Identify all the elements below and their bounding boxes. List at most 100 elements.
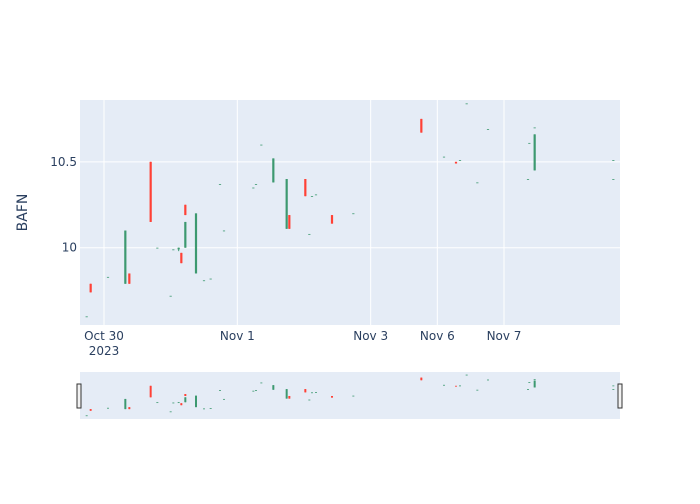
slider-candle[interactable] xyxy=(85,415,88,417)
candle[interactable] xyxy=(533,127,536,129)
slider-candle[interactable] xyxy=(612,385,615,387)
candle[interactable] xyxy=(314,194,318,196)
candle[interactable] xyxy=(612,179,615,180)
slider-candle[interactable] xyxy=(443,384,445,386)
candle[interactable] xyxy=(465,103,468,105)
candle[interactable] xyxy=(252,187,255,189)
candle[interactable] xyxy=(352,213,355,215)
slider-candle[interactable] xyxy=(255,390,257,391)
slider-candle[interactable] xyxy=(311,392,313,394)
candle[interactable] xyxy=(420,118,423,133)
slider-candle[interactable] xyxy=(476,389,479,391)
candle[interactable] xyxy=(272,158,275,183)
slider-candle[interactable] xyxy=(285,389,288,399)
candle[interactable] xyxy=(106,276,110,278)
candle[interactable] xyxy=(184,204,187,216)
candle-body xyxy=(254,184,258,185)
range-slider-left-handle[interactable] xyxy=(76,383,82,409)
slider-candle-body xyxy=(285,389,288,399)
candle[interactable] xyxy=(177,247,180,252)
candle[interactable] xyxy=(124,230,127,284)
slider-candle[interactable] xyxy=(156,402,159,404)
candle[interactable] xyxy=(89,283,92,293)
candle[interactable] xyxy=(486,129,490,130)
slider-candle[interactable] xyxy=(304,389,307,393)
slider-candle[interactable] xyxy=(352,395,355,397)
slider-candle[interactable] xyxy=(107,407,109,409)
candle[interactable] xyxy=(254,184,258,185)
slider-candle[interactable] xyxy=(260,382,263,384)
slider-candle[interactable] xyxy=(219,390,221,391)
candle[interactable] xyxy=(172,249,175,251)
candle[interactable] xyxy=(149,161,152,222)
x-tick-label: Oct 30 xyxy=(84,329,124,343)
candle[interactable] xyxy=(184,221,187,248)
slider-candle-body xyxy=(252,390,255,392)
candle[interactable] xyxy=(308,233,311,235)
candle[interactable] xyxy=(310,196,314,197)
slider-candle[interactable] xyxy=(331,395,333,398)
candle-body xyxy=(172,249,175,251)
candle[interactable] xyxy=(526,179,530,180)
slider-candle[interactable] xyxy=(455,385,457,387)
slider-candle[interactable] xyxy=(184,394,187,396)
slider-candle[interactable] xyxy=(315,392,317,393)
slider-candle[interactable] xyxy=(527,389,529,390)
slider-candle[interactable] xyxy=(124,398,127,410)
candle[interactable] xyxy=(454,161,458,164)
slider-candle[interactable] xyxy=(203,408,205,410)
slider-candle[interactable] xyxy=(180,403,183,406)
slider-candle[interactable] xyxy=(528,382,531,384)
slider-candle[interactable] xyxy=(128,407,131,410)
slider-candle[interactable] xyxy=(252,390,255,392)
range-slider-track[interactable] xyxy=(80,372,620,419)
slider-candle[interactable] xyxy=(288,395,291,399)
slider-candle[interactable] xyxy=(89,409,92,411)
candle[interactable] xyxy=(260,144,263,146)
slider-candle[interactable] xyxy=(195,395,197,408)
slider-candle-body xyxy=(304,389,307,393)
candle[interactable] xyxy=(128,273,131,284)
slider-candle[interactable] xyxy=(184,397,187,403)
slider-candle[interactable] xyxy=(612,389,615,390)
candle[interactable] xyxy=(218,184,222,185)
candle[interactable] xyxy=(194,213,198,274)
slider-candle-body xyxy=(169,411,172,413)
candle[interactable] xyxy=(612,160,615,161)
slider-candle-body xyxy=(172,402,175,404)
candle[interactable] xyxy=(458,160,462,161)
slider-candle[interactable] xyxy=(272,385,275,390)
slider-candle[interactable] xyxy=(308,399,311,401)
candle[interactable] xyxy=(304,179,307,197)
slider-candle[interactable] xyxy=(223,398,225,400)
slider-candle[interactable] xyxy=(177,402,180,404)
candle[interactable] xyxy=(442,156,446,158)
candle[interactable] xyxy=(156,247,159,249)
slider-candle[interactable] xyxy=(169,411,172,413)
candle[interactable] xyxy=(169,295,172,297)
slider-candle[interactable] xyxy=(209,408,212,409)
slider-candle[interactable] xyxy=(149,385,152,398)
x-tick-label: Nov 7 xyxy=(487,329,522,343)
candle[interactable] xyxy=(180,252,183,264)
slider-candle[interactable] xyxy=(533,380,536,388)
candle[interactable] xyxy=(476,182,479,184)
main-plot-area[interactable] xyxy=(80,100,620,325)
candle[interactable] xyxy=(528,142,531,144)
slider-candle[interactable] xyxy=(533,379,536,381)
candle[interactable] xyxy=(288,215,291,229)
slider-candle[interactable] xyxy=(465,374,468,376)
candle[interactable] xyxy=(85,316,88,318)
candle[interactable] xyxy=(330,215,334,224)
candle[interactable] xyxy=(222,230,226,232)
candle[interactable] xyxy=(209,278,212,280)
candle[interactable] xyxy=(202,280,206,282)
slider-candle[interactable] xyxy=(487,379,489,381)
slider-candle[interactable] xyxy=(420,377,423,381)
slider-candle-body xyxy=(527,389,529,390)
candle[interactable] xyxy=(285,179,288,229)
slider-candle[interactable] xyxy=(459,385,461,387)
candle[interactable] xyxy=(533,134,536,171)
range-slider-right-handle[interactable] xyxy=(617,383,623,409)
slider-candle[interactable] xyxy=(172,402,175,404)
